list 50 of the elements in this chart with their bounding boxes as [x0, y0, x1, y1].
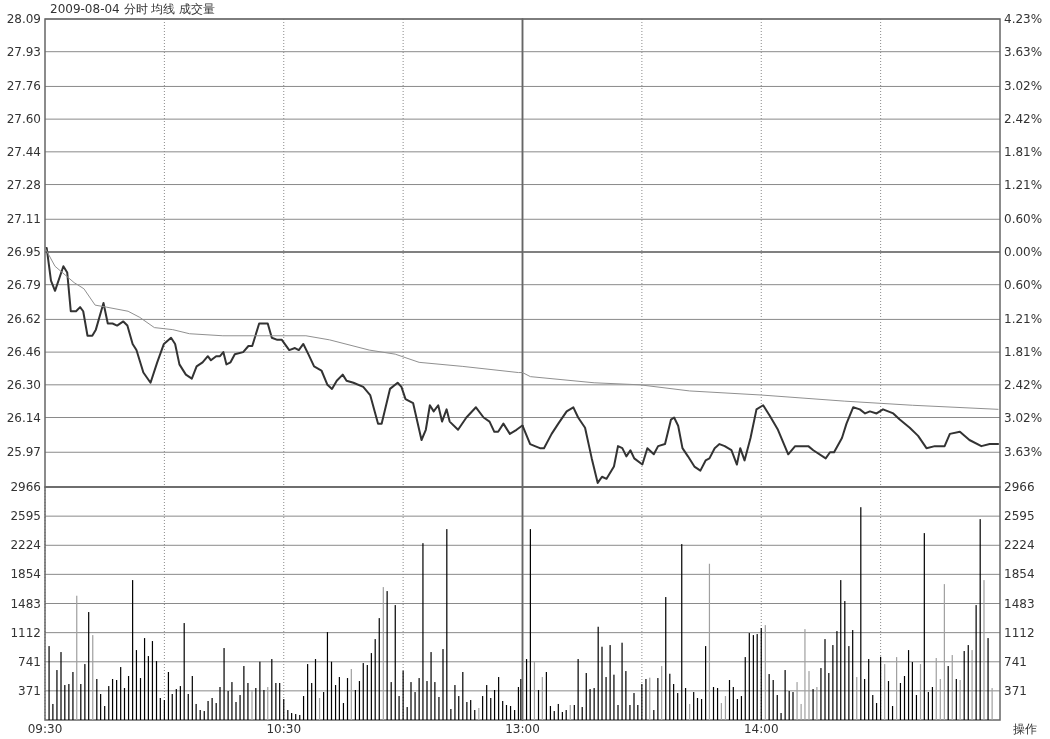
y-tick-label: 1483: [10, 596, 41, 611]
text: 1.81%: [1004, 344, 1043, 359]
y-tick-label: 26.62: [6, 312, 41, 327]
y-tick-label: 2595: [10, 509, 41, 524]
y-tick-label: 371: [1004, 683, 1027, 698]
text: 0.00%: [1004, 244, 1043, 259]
y-tick-label: 26.46: [6, 345, 41, 360]
text: 0.60%: [1004, 277, 1043, 292]
text: 2.42%: [1004, 111, 1043, 126]
y-tick-label: 2966: [1004, 480, 1035, 494]
y-tick-label: 2224: [10, 538, 41, 553]
text: 操作: [1013, 722, 1037, 736]
y-tick-label: 27.28: [6, 177, 41, 192]
text: 3.02%: [1004, 78, 1043, 93]
y-tick-label: 28.09: [6, 12, 41, 26]
text: 3.63%: [1004, 45, 1043, 60]
y-tick-label: 1854: [1004, 567, 1035, 582]
y-tick-label: 2595: [1004, 509, 1035, 524]
text: 0.60%: [1004, 211, 1043, 226]
y-tick-label: 371: [18, 683, 41, 698]
y-tick-label: 1854: [10, 567, 41, 582]
y-tick-label: 26.30: [6, 377, 41, 392]
y-tick-label: 26.79: [6, 277, 41, 292]
y-tick-label: 26.95: [6, 244, 41, 259]
y-tick-label: 1483: [1004, 596, 1035, 611]
text: 1.21%: [1004, 178, 1043, 193]
text: 2.42%: [1004, 378, 1043, 393]
text: 3.02%: [1004, 411, 1043, 426]
text: 1.81%: [1004, 145, 1043, 160]
y-tick-label: 1112: [10, 625, 41, 640]
text: 4.23%: [1004, 12, 1043, 26]
chart-title: 2009-08-04 分时 均线 成交量: [50, 2, 216, 16]
y-tick-label: 27.76: [6, 79, 41, 94]
y-tick-label: 741: [18, 654, 41, 669]
x-tick-label: 09:30: [27, 722, 63, 736]
y-tick-label: 1112: [1004, 625, 1035, 640]
y-tick-label: 27.60: [6, 112, 41, 127]
y-tick-label: 25.97: [6, 445, 41, 460]
text: 3.63%: [1004, 444, 1043, 459]
y-tick-label: 26.14: [6, 410, 41, 425]
text: 1.21%: [1004, 311, 1043, 326]
x-tick-label: 10:30: [266, 722, 302, 736]
y-tick-label: 741: [1004, 654, 1027, 669]
y-tick-label: 2966: [10, 480, 41, 494]
y-tick-label: 27.44: [6, 144, 41, 159]
x-tick-label: 14:00: [743, 722, 779, 736]
y-tick-label: 2224: [1004, 538, 1035, 553]
y-tick-label: 27.11: [6, 212, 41, 227]
x-tick-label: 13:00: [505, 722, 540, 736]
y-tick-label: 27.93: [6, 44, 41, 59]
